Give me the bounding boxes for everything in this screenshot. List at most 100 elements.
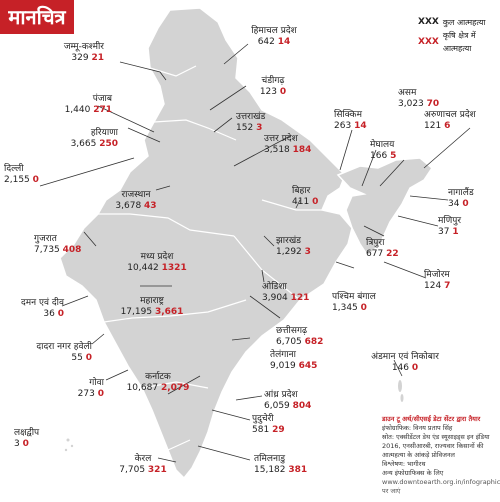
state-name: त्रिपुरा [366,238,385,248]
state-farm: 0 [32,175,39,185]
state-farm: 184 [292,145,312,155]
state-farm: 0 [85,353,92,363]
state-farm: 14 [277,37,291,47]
state-name: तेलंगाना [270,350,296,360]
state-total: 146 [391,363,410,373]
state-total: 329 [71,53,89,63]
state-farm: 2,079 [160,383,190,393]
state-total: 1,292 [276,247,302,257]
state-farm: 22 [386,249,399,259]
state-label-tripura: त्रिपुरा 677 22 [366,238,406,260]
state-total: 3,678 [115,201,142,211]
state-farm: 0 [360,303,367,313]
state-total: 3,665 [70,139,97,149]
state-total: 3,518 [264,145,290,155]
state-name: दिल्ली [4,164,24,174]
state-name: कर्नाटक [145,372,171,382]
credits-url: www.downtoearth.org.in/infographics पर ज… [382,478,500,495]
state-farm: 7 [444,281,451,291]
state-total: 166 [370,151,388,161]
state-name: अरुणाचल प्रदेश [424,110,476,120]
state-label-manipur: मणिपुर 37 1 [438,216,488,238]
northeast-outline [336,157,433,258]
state-name: गोवा [89,378,104,388]
credits-analysis: विश्लेषण: भागीरथ [382,460,426,468]
state-label-arunachal: अरुणाचल प्रदेश 121 6 [424,110,500,132]
state-name: सिक्किम [334,110,362,120]
state-farm: 21 [91,53,104,63]
state-total: 642 [257,37,275,47]
state-total: 7,705 [119,465,146,475]
state-farm: 14 [354,121,367,131]
state-label-dadra: दादरा नगर हवेली 55 0 [0,342,92,364]
state-label-chhattisgarh: छत्तीसगढ़ 6,705 682 [276,326,336,348]
leader-lines [39,43,471,463]
state-total: 3,023 [398,99,424,109]
state-name: केरल [134,454,152,464]
state-label-assam: असम 3,023 70 [398,88,448,110]
legend-total-label: कुल आत्महत्या [442,18,486,27]
state-label-nagaland: नागालैंड 34 0 [448,188,500,210]
state-label-uttarakhand: उत्तराखंड 152 3 [236,112,306,134]
page-title: मानचित्र [0,0,74,34]
state-name: चंडीगढ़ [261,76,285,86]
state-label-mizoram: मिजोरम 124 7 [424,270,474,292]
state-name: अंडमान एवं निकोबार [371,352,439,362]
state-name: राजस्थान [121,190,151,200]
state-name: ओडिशा [262,282,287,292]
state-farm: 381 [288,465,308,475]
legend-farm: XXX कृषि क्षेत्र में आत्महत्या [418,29,500,55]
credits-source-title: डाउन टू अर्थ/सीएसई डेटा सेंटर द्वारा तैय… [382,415,481,423]
state-total: 37 [438,227,450,237]
state-total: 152 [236,123,254,133]
state-total: 10,687 [126,383,159,393]
state-farm: 0 [97,389,104,399]
state-name: गुजरात [34,234,57,244]
state-name: बिहार [292,186,311,196]
state-name: झारखंड [276,236,301,246]
state-total: 6,059 [264,401,290,411]
state-label-andaman: अंडमान एवं निकोबार 146 0 [354,352,456,374]
state-name: दमन एवं दीव [21,298,64,308]
state-farm: 70 [426,99,440,109]
state-farm: 0 [22,439,29,449]
legend-total-symbol: XXX [418,17,439,27]
state-label-karnataka: कर्नाटक 10,687 2,079 [118,372,198,394]
state-name: हरियाणा [90,128,118,138]
state-label-meghalaya: मेघालय 166 5 [370,140,424,162]
state-farm: 0 [411,363,419,373]
state-name: लक्षद्वीप [14,428,40,438]
state-farm: 43 [144,201,157,211]
state-total: 10,442 [127,263,159,273]
state-name: मेघालय [370,140,395,150]
credits: डाउन टू अर्थ/सीएसई डेटा सेंटर द्वारा तैय… [382,415,500,496]
state-label-tamil-nadu: तमिलनाडु 15,182 381 [254,454,314,476]
state-label-gujarat: गुजरात 7,735 408 [34,234,110,256]
state-total: 3 [14,439,20,449]
legend-farm-symbol: XXX [418,36,439,47]
state-total: 3,904 [262,293,288,303]
credits-more: अन्य इंफोग्राफिक्स के लिए [382,469,444,477]
state-name: मिजोरम [424,270,450,280]
state-name: दादरा नगर हवेली [36,342,92,352]
state-label-maharashtra: महाराष्ट्र 17,195 3,661 [116,296,188,318]
state-total: 273 [77,389,95,399]
state-farm: 645 [298,361,318,371]
state-label-delhi: दिल्ली 2,155 0 [4,164,54,186]
state-total: 7,735 [34,245,60,255]
india-outline [59,7,353,480]
state-total: 34 [448,199,460,209]
state-label-telangana: तेलंगाना 9,019 645 [270,350,330,372]
state-total: 1,345 [332,303,358,313]
state-total: 677 [366,249,384,259]
state-name: आंध्र प्रदेश [264,390,298,400]
state-name: पश्चिम बंगाल [332,292,376,302]
state-name: महाराष्ट्र [140,296,164,306]
state-label-daman-diu: दमन एवं दीव 36 0 [0,298,64,320]
islands [64,380,404,452]
state-farm: 250 [99,139,118,149]
legend-farm-label: कृषि क्षेत्र में आत्महत्या [442,31,476,53]
credits-source: स्रोत: एक्सीडेंटल डेथ एंड स्यूसाइड्स इन … [382,433,490,459]
state-label-punjab: पंजाब 1,440 271 [40,94,112,116]
state-farm: 271 [93,105,112,115]
